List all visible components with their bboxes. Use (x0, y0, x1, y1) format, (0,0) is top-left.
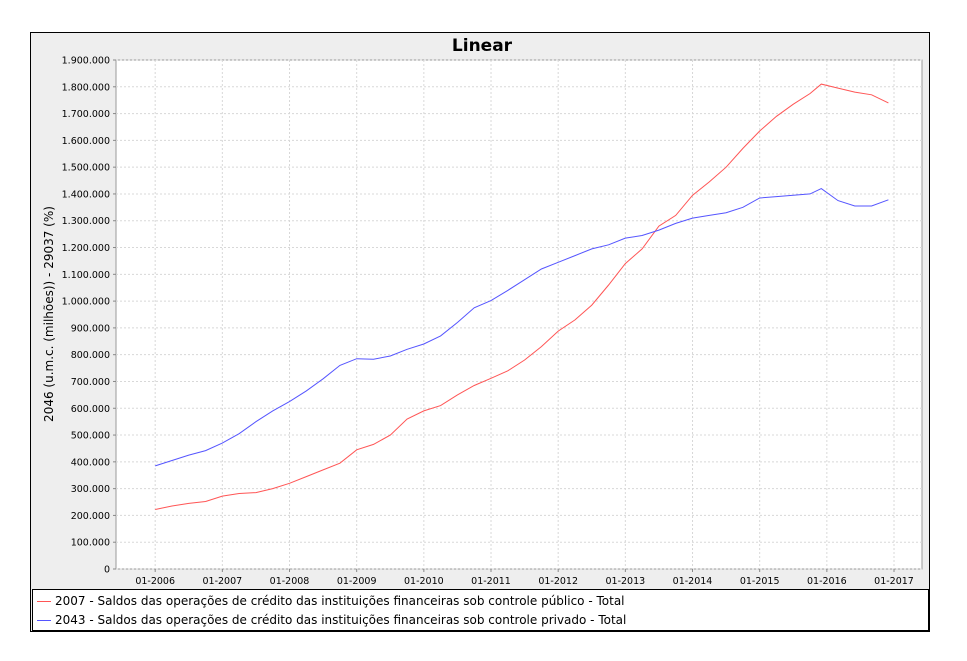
y-tick-label: 1.900.000 (62, 56, 110, 67)
y-tick-label: 1.200.000 (62, 243, 110, 254)
legend-item-series-1: 2007 - Saldos das operações de crédito d… (37, 592, 625, 610)
y-tick-label: 400.000 (71, 457, 110, 468)
legend-label-series-2: 2043 - Saldos das operações de crédito d… (55, 613, 627, 627)
chart-legend: 2007 - Saldos das operações de crédito d… (32, 589, 929, 631)
y-tick-label: 0 (104, 565, 110, 576)
x-tick-label: 01-2010 (404, 576, 444, 587)
y-tick-label: 800.000 (71, 350, 110, 361)
axes: 0 100.000 200.000 300.000 400.000 500.000 600.… (62, 56, 914, 588)
y-tick-label: 1.300.000 (62, 216, 110, 227)
plot-area (115, 59, 923, 570)
series-line-1 (155, 83, 889, 510)
x-tick-label: 01-2007 (202, 576, 242, 587)
y-tick-label: 1.100.000 (62, 270, 110, 281)
y-tick-label: 700.000 (71, 377, 110, 388)
y-tick-label: 1.700.000 (62, 109, 110, 120)
y-tick-label: 1.000.000 (62, 297, 110, 308)
y-tick-label: 1.800.000 (62, 82, 110, 93)
y-tick-label: 1.600.000 (62, 136, 110, 147)
y-tick-label: 300.000 (71, 484, 110, 495)
x-tick-label: 01-2011 (471, 576, 511, 587)
y-tick-label: 900.000 (71, 323, 110, 334)
y-axis-label: 2046 (u.m.c. (milhões)) - 29037 (%) (42, 206, 56, 422)
legend-label-series-1: 2007 - Saldos das operações de crédito d… (55, 594, 625, 608)
legend-swatch-series-1 (37, 601, 51, 602)
y-tick-label: 1.400.000 (62, 189, 110, 200)
y-tick-label: 200.000 (71, 511, 110, 522)
x-tick-label: 01-2008 (270, 576, 310, 587)
x-tick-label: 01-2015 (740, 576, 780, 587)
x-tick-label: 01-2013 (605, 576, 645, 587)
y-tick-label: 600.000 (71, 404, 110, 415)
series-line-2 (155, 188, 889, 467)
x-tick-label: 01-2006 (135, 576, 175, 587)
legend-item-series-2: 2043 - Saldos das operações de crédito d… (37, 611, 626, 629)
x-tick-label: 01-2009 (337, 576, 377, 587)
chart-title: Linear (452, 36, 513, 56)
x-tick-label: 01-2014 (673, 576, 713, 587)
series-lines (155, 83, 889, 510)
x-tick-label: 01-2012 (538, 576, 578, 587)
y-tick-label: 1.500.000 (62, 163, 110, 174)
legend-swatch-series-2 (37, 620, 51, 621)
y-tick-label: 100.000 (71, 538, 110, 549)
grid-lines (116, 59, 922, 570)
y-tick-label: 500.000 (71, 431, 110, 442)
x-tick-label: 01-2017 (874, 576, 914, 587)
x-tick-label: 01-2016 (807, 576, 847, 587)
